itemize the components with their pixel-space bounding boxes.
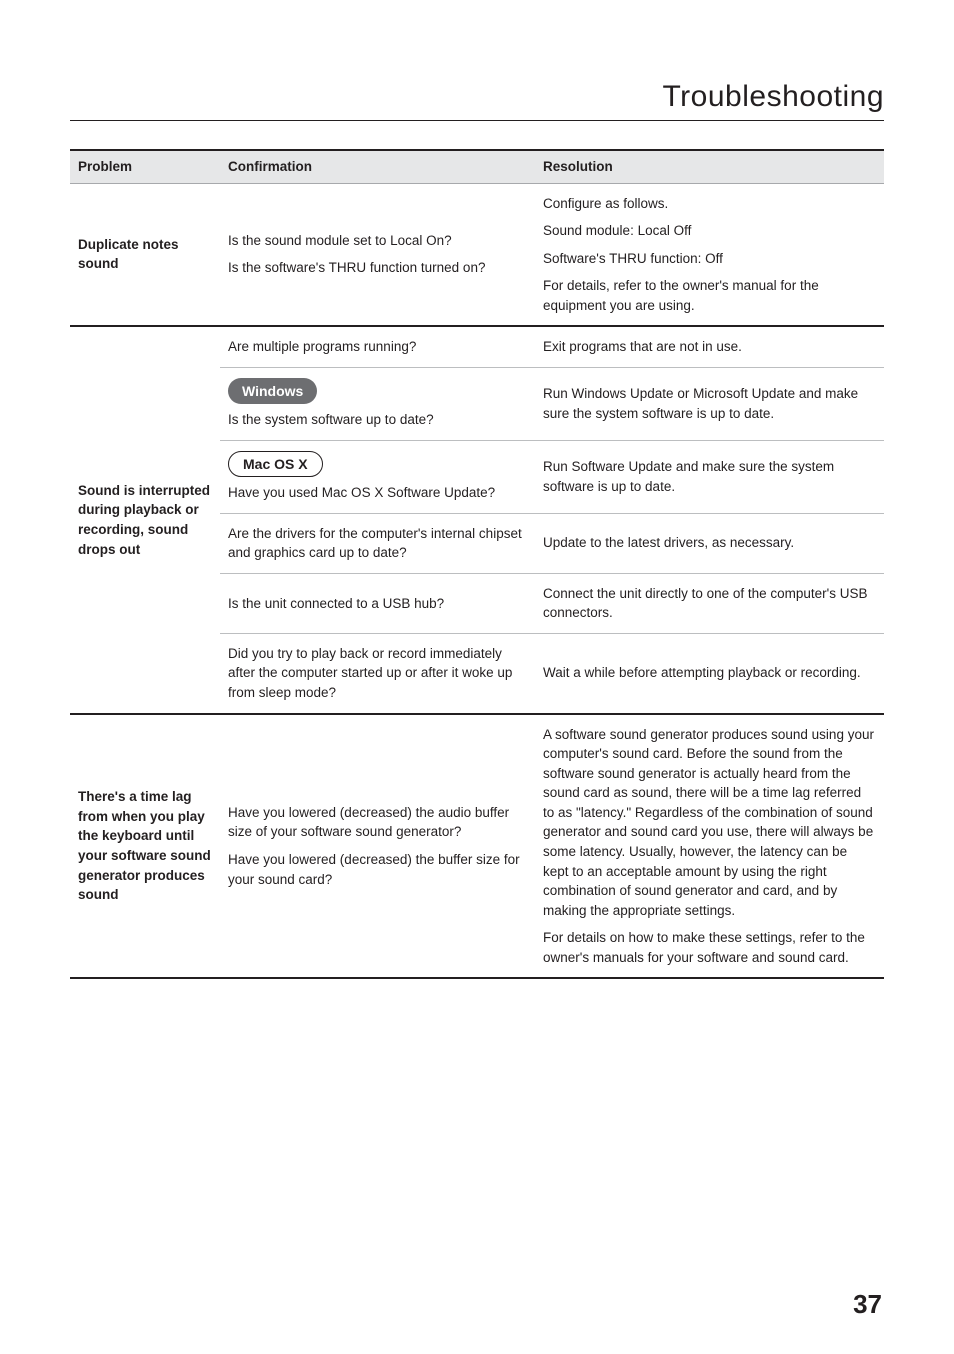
confirmation-cell: Is the unit connected to a USB hub? <box>220 573 535 633</box>
resolution-cell: Run Windows Update or Microsoft Update a… <box>535 367 884 440</box>
confirmation-text: Are multiple programs running? <box>228 337 527 357</box>
page-number: 37 <box>853 1289 882 1320</box>
confirmation-text: Is the software's THRU function turned o… <box>228 258 527 278</box>
confirmation-cell: Is the sound module set to Local On? Is t… <box>220 183 535 326</box>
problem-cell: Duplicate notes sound <box>70 183 220 326</box>
resolution-text: Configure as follows. <box>543 194 876 214</box>
confirmation-cell: Are the drivers for the computer's inter… <box>220 513 535 573</box>
confirmation-cell: Mac OS X Have you used Mac OS X Software … <box>220 440 535 513</box>
resolution-cell: Update to the latest drivers, as necessa… <box>535 513 884 573</box>
resolution-cell: Connect the unit directly to one of the … <box>535 573 884 633</box>
table-row: Duplicate notes soundIs the sound module… <box>70 183 884 326</box>
resolution-text: Run Software Update and make sure the sy… <box>543 457 876 496</box>
resolution-text: For details, refer to the owner's manual… <box>543 276 876 315</box>
resolution-cell: Configure as follows. Sound module: Local… <box>535 183 884 326</box>
confirmation-cell: Windows Is the system software up to date… <box>220 367 535 440</box>
resolution-text: Exit programs that are not in use. <box>543 337 876 357</box>
problem-cell: Sound is interrupted during playback or … <box>70 326 220 713</box>
resolution-text: Wait a while before attempting playback … <box>543 663 876 683</box>
confirmation-text: Have you lowered (decreased) the audio b… <box>228 803 527 842</box>
troubleshooting-table: Problem Confirmation Resolution Duplicat… <box>70 149 884 979</box>
confirmation-text: Is the system software up to date? <box>228 410 527 430</box>
header-problem: Problem <box>70 150 220 183</box>
confirmation-cell: Are multiple programs running? <box>220 326 535 367</box>
confirmation-text: Is the sound module set to Local On? <box>228 231 527 251</box>
resolution-text: For details on how to make these setting… <box>543 928 876 967</box>
confirmation-cell: Did you try to play back or record immed… <box>220 633 535 713</box>
confirmation-cell: Have you lowered (decreased) the audio b… <box>220 714 535 979</box>
resolution-cell: Exit programs that are not in use. <box>535 326 884 367</box>
resolution-cell: Wait a while before attempting playback … <box>535 633 884 713</box>
windows-badge: Windows <box>228 378 317 404</box>
confirmation-text: Are the drivers for the computer's inter… <box>228 524 527 563</box>
confirmation-text: Did you try to play back or record immed… <box>228 644 527 703</box>
resolution-text: Software's THRU function: Off <box>543 249 876 269</box>
confirmation-text: Have you lowered (decreased) the buffer … <box>228 850 527 889</box>
resolution-text: Sound module: Local Off <box>543 221 876 241</box>
resolution-text: Connect the unit directly to one of the … <box>543 584 876 623</box>
title-rule <box>70 120 884 121</box>
table-row: Sound is interrupted during playback or … <box>70 326 884 367</box>
header-confirmation: Confirmation <box>220 150 535 183</box>
resolution-text: Run Windows Update or Microsoft Update a… <box>543 384 876 423</box>
resolution-text: Update to the latest drivers, as necessa… <box>543 533 876 553</box>
header-resolution: Resolution <box>535 150 884 183</box>
confirmation-text: Have you used Mac OS X Software Update? <box>228 483 527 503</box>
section-title: Troubleshooting <box>70 80 884 114</box>
table-row: There's a time lag from when you play th… <box>70 714 884 979</box>
resolution-text: A software sound generator produces soun… <box>543 725 876 921</box>
confirmation-text: Is the unit connected to a USB hub? <box>228 594 527 614</box>
resolution-cell: Run Software Update and make sure the sy… <box>535 440 884 513</box>
resolution-cell: A software sound generator produces soun… <box>535 714 884 979</box>
macosx-badge: Mac OS X <box>228 451 323 477</box>
problem-cell: There's a time lag from when you play th… <box>70 714 220 979</box>
